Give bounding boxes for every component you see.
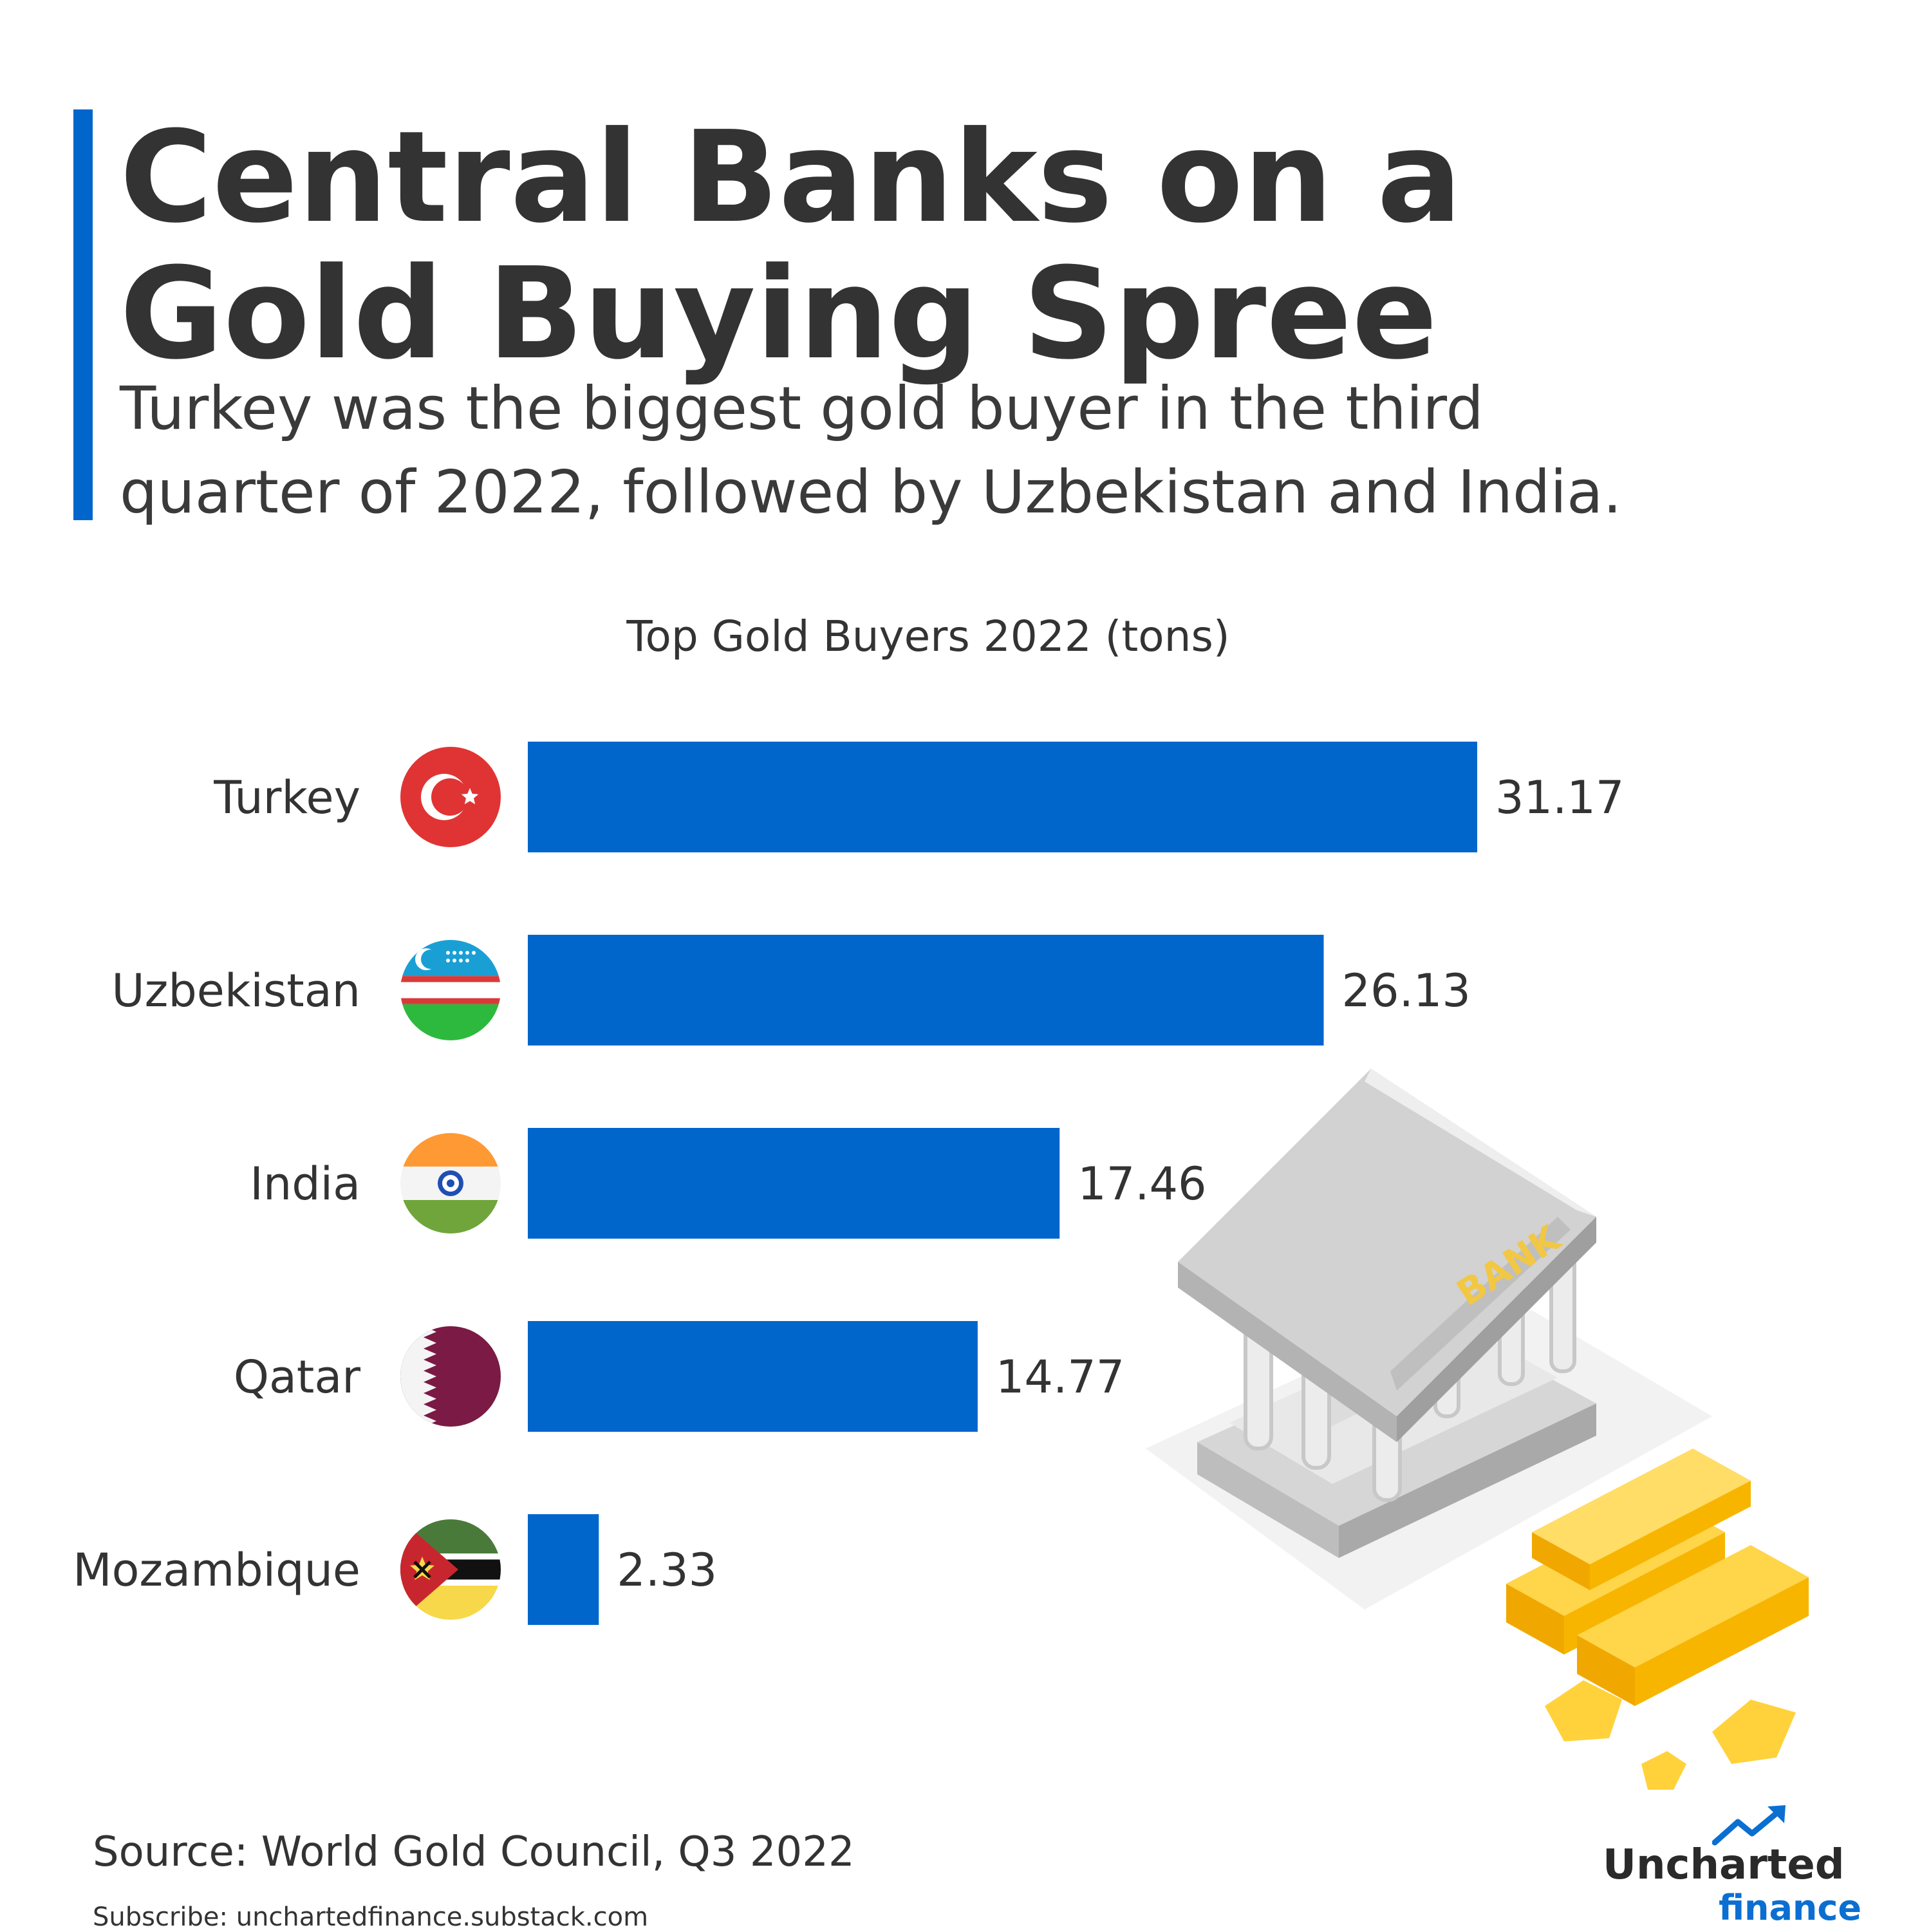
bar: [528, 1514, 599, 1625]
country-label: India: [250, 1158, 360, 1210]
source-note: Source: World Gold Council, Q3 2022: [93, 1828, 855, 1876]
page-subtitle-line-1: Turkey was the biggest gold buyer in the…: [120, 374, 1484, 443]
bank-with-gold-bars-icon: BANK: [1146, 1069, 1809, 1790]
page-subtitle-line-2: quarter of 2022, followed by Uzbekistan …: [120, 458, 1622, 527]
country-label: Qatar: [234, 1351, 360, 1403]
value-label: 31.17: [1495, 771, 1624, 824]
country-label: Mozambique: [73, 1544, 360, 1597]
country-label: Uzbekistan: [111, 964, 360, 1017]
india-flag-icon: [400, 1133, 501, 1233]
uncharted-finance-logo: Uncharted finance: [1603, 1803, 1873, 1928]
page-title: Central Banks on a Gold Buying Spree: [120, 109, 1793, 382]
trend-up-arrow-icon: [1712, 1805, 1786, 1846]
turkey-flag-icon: [400, 747, 501, 847]
bars-layer: Turkey 31.17 Uzbekistan 26.13 India 17.46 Qata…: [73, 742, 1624, 1625]
mozambique-flag-icon: [400, 1519, 501, 1620]
value-label: 26.13: [1342, 964, 1471, 1017]
bar: [528, 742, 1477, 852]
page-subtitle: Turkey was the biggest gold buyer in the…: [120, 367, 1858, 534]
bar-row: Qatar 14.77: [234, 1321, 1124, 1432]
country-label: Turkey: [213, 771, 360, 824]
uzbekistan-flag-icon: [400, 940, 501, 1040]
title-accent-bar: [73, 109, 93, 520]
bar: [528, 935, 1324, 1046]
bar-row: Turkey 31.17: [213, 742, 1624, 852]
chart-title: Top Gold Buyers 2022 (tons): [626, 612, 1230, 661]
subscribe-link[interactable]: Subscribe: unchartedfinance.substack.com: [93, 1902, 649, 1932]
bar-row: Uzbekistan 26.13: [111, 935, 1471, 1046]
bar: [528, 1128, 1060, 1239]
page-title-line-1: Central Banks on a: [120, 104, 1462, 251]
bar-row: India 17.46: [250, 1128, 1207, 1239]
value-label: 14.77: [996, 1351, 1124, 1403]
value-label: 17.46: [1077, 1158, 1206, 1210]
value-label: 2.33: [617, 1544, 717, 1597]
bar: [528, 1321, 978, 1432]
logo-line-1: Uncharted: [1603, 1841, 1845, 1889]
logo-line-2: finance: [1719, 1888, 1861, 1928]
bar-row: Mozambique 2.33: [73, 1514, 717, 1625]
qatar-flag-icon: [400, 1326, 501, 1427]
page-title-line-2: Gold Buying Spree: [120, 241, 1438, 388]
